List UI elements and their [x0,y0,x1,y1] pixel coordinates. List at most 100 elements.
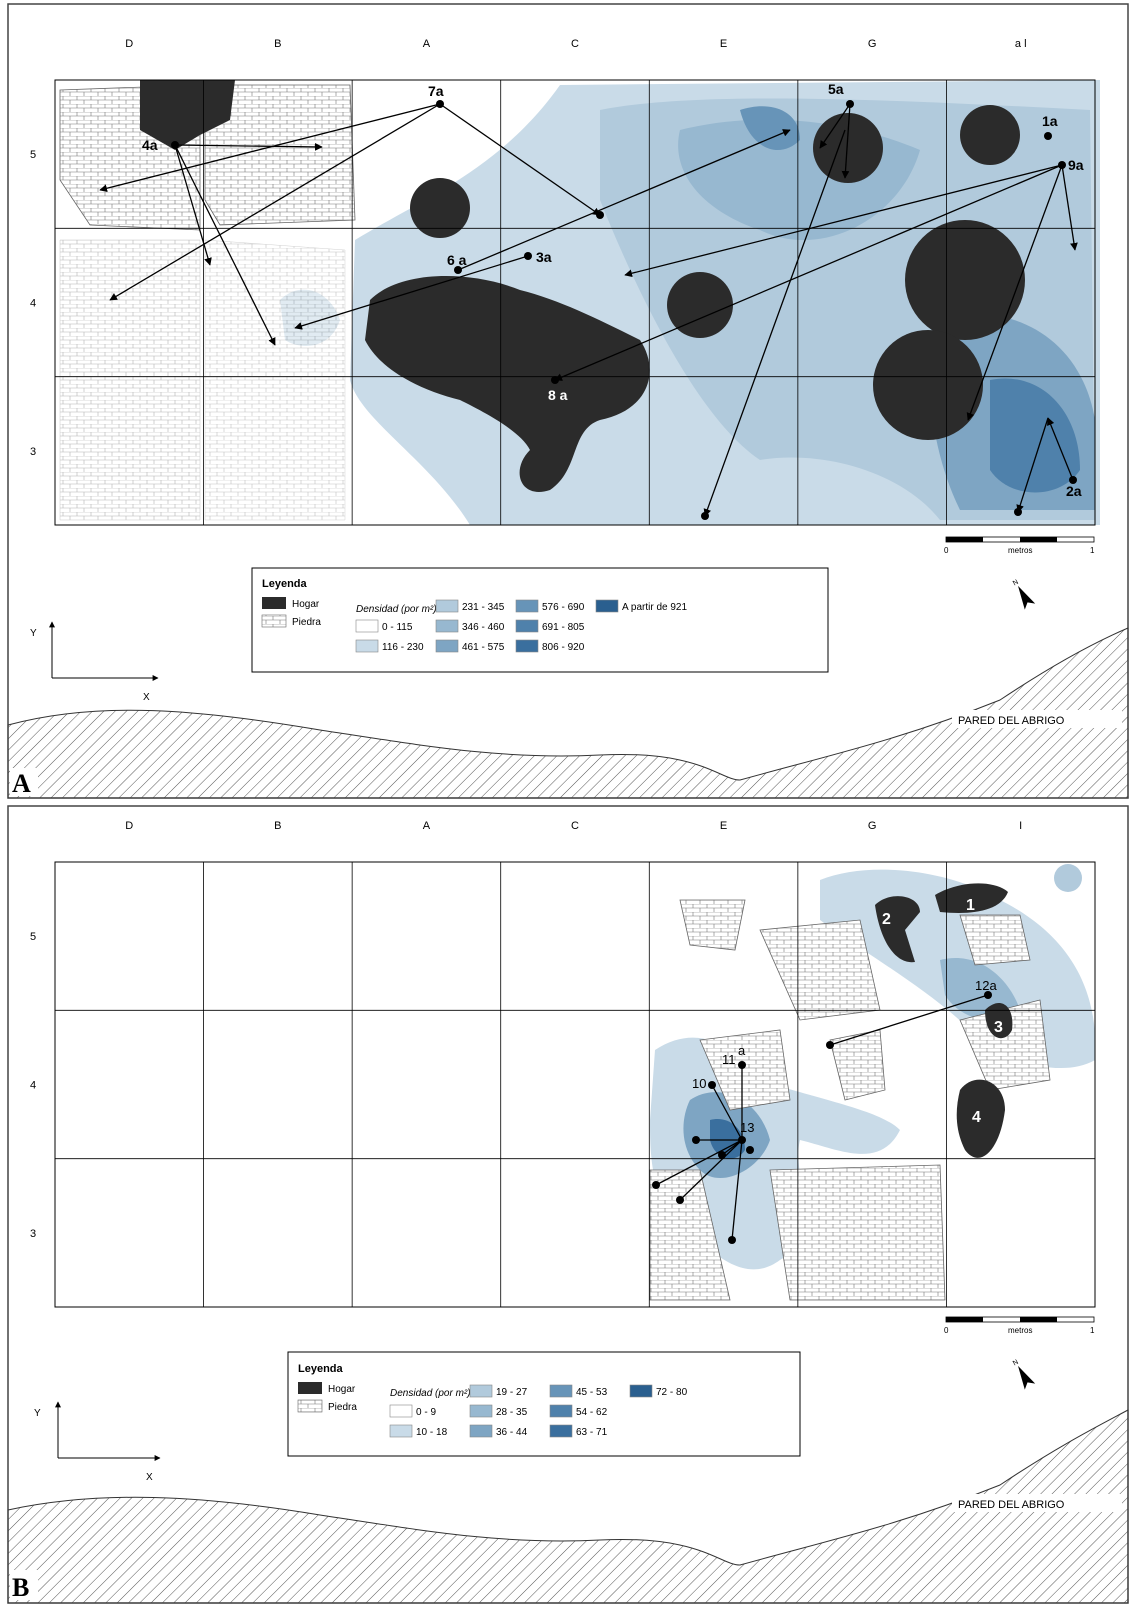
row-label: 5 [30,149,36,161]
refit-label: 11 [722,1052,736,1067]
legend-swatch [435,599,459,613]
column-label: C [571,820,579,832]
north-arrow-icon: N [1012,1359,1036,1390]
row-labels-a: 5 4 3 [30,149,36,458]
legend-class-label: 72 - 80 [656,1387,688,1398]
hearths-b [875,883,1013,1158]
legend-class-label: 45 - 53 [576,1387,608,1398]
legend-class-label: 10 - 18 [416,1427,448,1438]
grid-a [54,79,1096,526]
scale-bar-b: 0 metros 1 [944,1316,1095,1335]
row-label: 3 [30,446,36,458]
column-label: E [720,820,727,832]
row-label: 5 [30,931,36,943]
legend-title: Leyenda [298,1363,344,1375]
legend-swatch [515,639,539,653]
svg-text:N: N [1012,579,1020,588]
refit-label: 12a [975,978,997,993]
column-label: E [720,38,727,50]
legend-class-label: 0 - 9 [416,1407,436,1418]
legend-swatch [469,1404,493,1418]
refit-labels-a: 7a 5a 1a 9a 4a 6 a 3a 8 a 2a [142,81,1084,499]
column-label: G [868,820,877,832]
legend-swatch [355,639,379,653]
legend-swatch [515,599,539,613]
hearth-label: 2 [882,911,891,928]
xy-axes-a [49,621,159,681]
column-label: I [1019,820,1022,832]
north-arrow-icon: N [1012,579,1036,610]
row-label: 4 [30,1080,36,1092]
legend-swatch [515,619,539,633]
hearth-2 [875,896,920,963]
refit-label: 5a [828,81,844,97]
legend-class-label: 231 - 345 [462,602,505,613]
legend-swatch [355,619,379,633]
legend-swatch [549,1424,573,1438]
refit-label: 7a [428,83,444,99]
scale-bar-a: 0 metros 1 [944,536,1095,555]
legend-swatch [469,1424,493,1438]
legend-a: Leyenda Hogar Piedra Densidad (por m²) 0… [251,567,829,673]
scale-label: metros [1008,1326,1032,1335]
legend-title: Leyenda [262,578,308,590]
hearths-a [140,80,1025,492]
grid-border [54,79,1096,526]
panel-letter-a: A [12,769,31,798]
shelter-wall-b [7,1409,1129,1604]
refit-points-b [652,991,992,1244]
hearth-4 [956,1079,1005,1158]
refit-lines-a [99,103,1078,517]
refit-label: 2a [1066,483,1082,499]
refit-label: a [738,1043,746,1058]
column-label: D [125,38,133,50]
scale-min: 0 [944,546,949,555]
scale-max: 1 [1090,546,1095,555]
legend-swatch [469,1384,493,1398]
legend-swatch [435,639,459,653]
hearth-3 [985,1002,1013,1039]
legend-class-label: 806 - 920 [542,642,585,653]
legend-density-label: Densidad (por m²) [356,604,437,615]
refit-label: 13 [740,1120,754,1135]
wall-label-a: PARED DEL ABRIGO [958,715,1065,727]
legend-class-label: 63 - 71 [576,1427,608,1438]
axis-x-label: X [143,692,150,703]
panel-b: D B A C E G I 5 4 3 1 2 [7,805,1129,1604]
hearth-1 [935,883,1008,913]
refit-label: 9a [1068,157,1084,173]
axis-x-label: X [146,1472,153,1483]
column-label: B [274,820,281,832]
legend-swatch [389,1424,413,1438]
stone-areas-a [59,84,356,521]
legend-swatch [549,1404,573,1418]
refit-lines-b [655,994,989,1241]
grid-b [54,861,1096,1308]
row-label: 4 [30,298,36,310]
hearth-label: 1 [966,897,975,914]
legend-class-label: 0 - 115 [382,622,413,633]
legend-swatch [629,1384,653,1398]
refit-label: 8 a [548,387,568,403]
column-label: A [423,820,431,832]
hearth-label: 3 [994,1019,1003,1036]
legend-class-label: 346 - 460 [462,622,505,633]
row-label: 3 [30,1228,36,1240]
legend-swatch [435,619,459,633]
column-label: D [125,820,133,832]
row-labels-b: 5 4 3 [30,931,36,1240]
refit-points-a [171,100,1077,520]
legend-swatch [549,1384,573,1398]
legend-class-label: 36 - 44 [496,1427,528,1438]
grid-border [54,861,1096,1308]
panel-letter-b: B [12,1573,29,1602]
hearth-labels-b: 1 2 3 4 [882,897,1003,1126]
legend-piedra: Piedra [328,1402,357,1413]
refit-label: 3a [536,249,552,265]
legend-hogar: Hogar [328,1384,356,1395]
legend-class-label: 54 - 62 [576,1407,608,1418]
refit-label: 1a [1042,113,1058,129]
